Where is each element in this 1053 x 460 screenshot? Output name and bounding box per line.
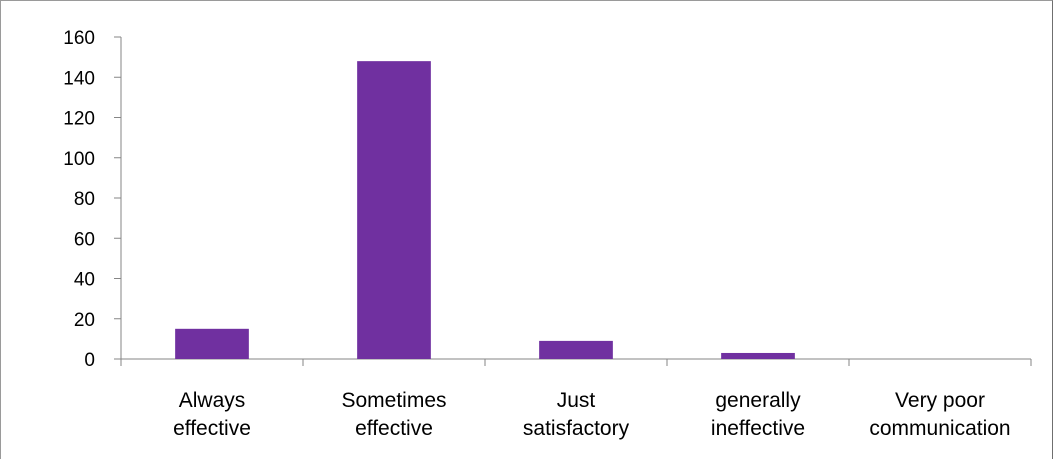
y-tick-label: 140 xyxy=(63,68,95,89)
y-tick-label: 80 xyxy=(74,189,95,210)
x-category-label: Just satisfactory xyxy=(523,389,630,440)
bar xyxy=(721,352,795,359)
x-category-label: Very poor communication xyxy=(869,389,1010,440)
axes xyxy=(114,36,1032,366)
x-category-label: generally ineffective xyxy=(711,389,805,440)
y-tick-label: 20 xyxy=(74,310,95,331)
y-axis-tick-labels: 0 20 40 60 80 100 120 140 160 xyxy=(63,28,95,371)
x-category-label: Always effective xyxy=(173,389,251,440)
y-tick-label: 40 xyxy=(74,270,95,291)
y-tick-label: 100 xyxy=(63,149,95,170)
x-category-label: Sometimes effective xyxy=(341,389,446,440)
bar xyxy=(175,328,249,359)
x-axis-category-labels: Always effective Sometimes effective Just sat… xyxy=(173,389,1011,440)
y-tick-label: 120 xyxy=(63,109,95,130)
bar xyxy=(539,340,613,359)
bars xyxy=(175,61,795,360)
y-tick-label: 0 xyxy=(84,350,95,371)
y-tick-label: 160 xyxy=(63,28,95,49)
y-tick-label: 60 xyxy=(74,229,95,250)
bar xyxy=(357,61,431,360)
